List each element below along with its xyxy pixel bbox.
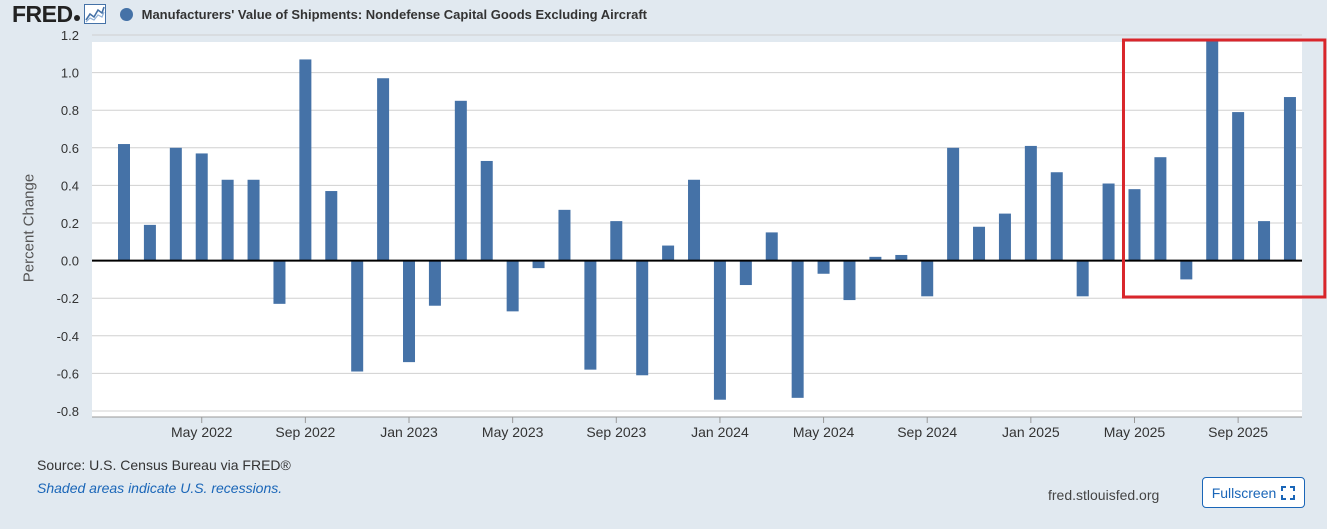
bar[interactable] — [713, 260, 726, 400]
x-tick-label: Sep 2025 — [1208, 424, 1268, 440]
chart-header: FRED Manufacturers' Value of Shipments: … — [12, 1, 647, 28]
bar[interactable] — [195, 153, 208, 261]
bar[interactable] — [895, 254, 908, 261]
bar[interactable] — [791, 260, 804, 398]
bar[interactable] — [765, 232, 778, 261]
fullscreen-button[interactable]: Fullscreen — [1202, 477, 1305, 508]
bar[interactable] — [610, 221, 623, 261]
bar[interactable] — [351, 260, 364, 372]
bar[interactable] — [1076, 260, 1089, 297]
bar[interactable] — [403, 260, 416, 363]
bar[interactable] — [558, 209, 571, 261]
y-tick-label: 0.8 — [61, 103, 79, 118]
y-tick-label: 1.0 — [61, 66, 79, 81]
y-tick-label: -0.6 — [57, 366, 79, 381]
y-tick-label: 1.2 — [61, 28, 79, 43]
bar[interactable] — [325, 191, 338, 261]
y-tick-label: -0.8 — [57, 404, 79, 419]
bar[interactable] — [143, 224, 156, 261]
bar[interactable] — [506, 260, 519, 312]
fred-logo[interactable]: FRED — [12, 1, 80, 28]
x-tick-label: Jan 2023 — [380, 424, 438, 440]
series-legend-marker — [119, 7, 133, 21]
bar[interactable] — [1180, 260, 1193, 280]
x-tick-labels: May 2022 Sep 2022 Jan 2023 May 2023 Sep 2023… — [92, 416, 1302, 440]
y-tick-label: 0.6 — [61, 141, 79, 156]
bar[interactable] — [947, 147, 960, 261]
x-tick-label: Jan 2024 — [691, 424, 749, 440]
bar[interactable] — [1102, 183, 1115, 261]
bar[interactable] — [739, 260, 752, 286]
bar[interactable] — [584, 260, 597, 370]
bar[interactable] — [169, 147, 182, 261]
x-tick-label: Sep 2023 — [586, 424, 646, 440]
bar[interactable] — [1232, 112, 1245, 261]
bar[interactable] — [921, 260, 934, 297]
x-tick-label: Sep 2024 — [897, 424, 957, 440]
x-tick-label: May 2025 — [1104, 424, 1166, 440]
bar[interactable] — [998, 213, 1011, 261]
bar[interactable] — [221, 179, 234, 261]
bar[interactable] — [1050, 172, 1063, 261]
x-tick-label: May 2023 — [482, 424, 544, 440]
bar[interactable] — [1154, 157, 1167, 261]
bar[interactable] — [688, 179, 701, 261]
bar[interactable] — [1128, 189, 1141, 261]
bar[interactable] — [662, 245, 675, 261]
y-tick-label: -0.2 — [57, 291, 79, 306]
x-tick-label: Sep 2022 — [275, 424, 335, 440]
x-tick-label: May 2024 — [793, 424, 855, 440]
source-note: Source: U.S. Census Bureau via FRED® — [37, 457, 291, 473]
x-tick-label: Jan 2025 — [1002, 424, 1060, 440]
line-chart-icon — [83, 4, 106, 24]
bars — [118, 40, 1296, 400]
bar[interactable] — [377, 78, 390, 261]
bar[interactable] — [1206, 40, 1219, 261]
bar[interactable] — [1258, 221, 1271, 261]
bar[interactable] — [299, 59, 312, 261]
y-tick-label: 0.2 — [61, 216, 79, 231]
bar[interactable] — [817, 260, 830, 274]
bar[interactable] — [532, 260, 545, 269]
bar[interactable] — [454, 100, 467, 261]
bar[interactable] — [1024, 145, 1037, 261]
y-tick-label: 0.0 — [61, 254, 79, 269]
bar[interactable] — [118, 144, 130, 261]
chart-title: Manufacturers' Value of Shipments: Nonde… — [141, 6, 647, 22]
fullscreen-label: Fullscreen — [1211, 484, 1277, 501]
bar[interactable] — [843, 260, 856, 301]
bar[interactable] — [273, 260, 286, 304]
bar[interactable] — [247, 179, 260, 261]
expand-icon — [1281, 485, 1296, 500]
bar[interactable] — [1283, 97, 1296, 261]
site-link[interactable]: fred.stlouisfed.org — [1048, 487, 1160, 503]
y-tick-label: 0.4 — [61, 178, 79, 193]
x-tick-label: May 2022 — [171, 424, 233, 440]
y-tick-labels: 1.2 1.0 0.8 0.6 0.4 0.2 0.0 -0.2 -0.4 -0.6 -0.8 — [57, 28, 79, 419]
bar[interactable] — [869, 256, 882, 261]
bar[interactable] — [973, 226, 986, 261]
recession-note: Shaded areas indicate U.S. recessions. — [37, 480, 283, 496]
logo-dot — [73, 14, 80, 21]
highlight-box — [1121, 38, 1327, 299]
bar[interactable] — [428, 260, 441, 306]
y-tick-label: -0.4 — [57, 329, 79, 344]
bar[interactable] — [636, 260, 649, 376]
bar[interactable] — [480, 160, 493, 261]
